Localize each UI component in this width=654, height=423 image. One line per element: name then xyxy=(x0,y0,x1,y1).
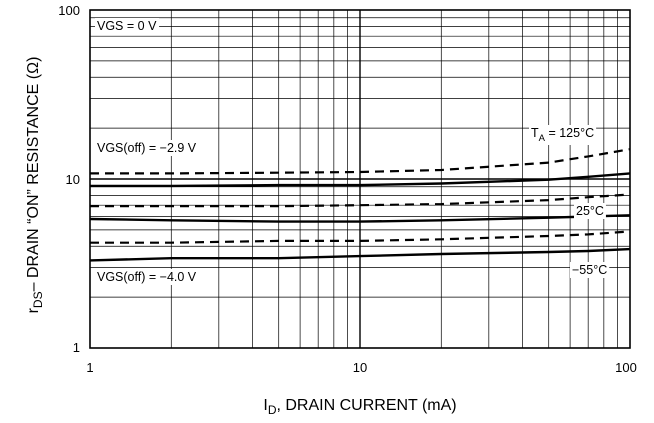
annotation-backgrounds xyxy=(95,18,610,285)
label-minus-55c: −55°C xyxy=(572,263,607,277)
x-tick-10: 10 xyxy=(353,360,367,375)
annotation-background xyxy=(95,140,199,156)
annotation-background xyxy=(95,269,199,285)
y-tick-1: 1 xyxy=(73,340,80,355)
label-vgs-0v: VGS = 0 V xyxy=(97,19,157,33)
label-vgs-off-2-9v: VGS(off) = −2.9 V xyxy=(97,141,197,155)
label-25c: 25°C xyxy=(576,204,604,218)
label-ta-125c: TA = 125°C xyxy=(531,126,594,144)
x-tick-1: 1 xyxy=(86,360,93,375)
plot-frame xyxy=(89,9,631,349)
y-tick-100: 100 xyxy=(58,3,80,18)
x-tick-100: 100 xyxy=(615,360,637,375)
annotation-background xyxy=(95,18,160,34)
y-tick-labels: 100 10 1 xyxy=(58,3,80,355)
series-line-6-solid xyxy=(89,247,631,262)
x-tick-labels: 1 10 100 xyxy=(86,360,636,375)
y-axis-title: rDS– DRAIN “ON” RESISTANCE (Ω) xyxy=(25,57,45,314)
label-vgs-off-4-0v: VGS(off) = −4.0 V xyxy=(97,270,197,284)
annotation-background xyxy=(570,262,610,278)
annotation-background xyxy=(574,203,606,219)
series-line-2-solid xyxy=(90,172,631,188)
x-axis-title: ID, DRAIN CURRENT (mA) xyxy=(263,397,456,417)
annotation-background xyxy=(529,125,597,145)
y-tick-10: 10 xyxy=(66,172,80,187)
annotations: VGS = 0 V VGS(off) = −2.9 V VGS(off) = −… xyxy=(97,19,607,284)
